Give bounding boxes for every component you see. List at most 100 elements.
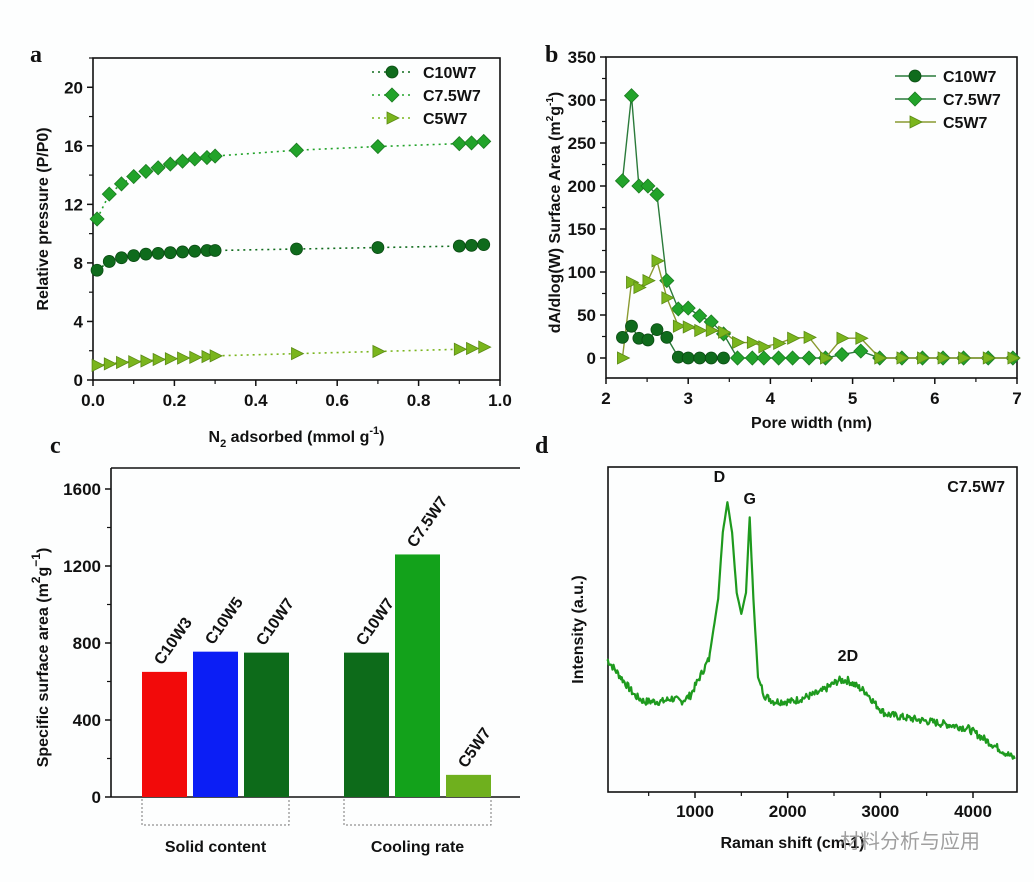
- raman-spectrum-line: [606, 501, 1016, 760]
- data-point-C5W7: [291, 347, 305, 361]
- data-point-C5W7: [164, 352, 179, 366]
- y-tick-label: 0: [92, 788, 101, 807]
- bar-C10W5: [193, 651, 238, 797]
- x-tick-label: 0.6: [325, 391, 349, 410]
- data-point-C5W7: [103, 357, 118, 371]
- x-tick-label: 0.0: [81, 391, 105, 410]
- legend-label: C10W7: [943, 69, 996, 86]
- data-point-C5W7: [982, 351, 997, 365]
- data-point-C7.5W7: [771, 350, 787, 366]
- y-tick-label: 350: [568, 48, 596, 67]
- data-point-C10W7: [704, 351, 718, 365]
- data-point-C7.5W7: [101, 186, 117, 202]
- x-tick-label: 7: [1012, 389, 1021, 408]
- data-point-C10W7: [641, 333, 655, 347]
- y-tick-label: 1600: [63, 480, 101, 499]
- data-point-C7.5W7: [126, 168, 142, 185]
- data-point-C5W7: [705, 323, 720, 338]
- x-tick-label: 1.0: [488, 391, 512, 410]
- data-point-C5W7: [128, 355, 142, 369]
- panel-d-raman-chart: 1000 2000 3000 4000 Raman shift (cm-1) Intens…: [570, 466, 1018, 852]
- data-point-C10W7: [465, 238, 478, 252]
- data-point-C5W7: [1007, 351, 1021, 365]
- sample-label: C7.5W7: [947, 479, 1005, 496]
- peak-label-G: G: [743, 491, 755, 508]
- data-point-C5W7: [617, 351, 631, 365]
- y-tick-label: 200: [568, 177, 596, 196]
- x-tick-label: 4000: [954, 802, 992, 821]
- data-point-C5W7: [732, 335, 746, 350]
- data-point-C10W7: [371, 241, 385, 254]
- x-tick-label: 0.2: [163, 391, 187, 410]
- data-point-C7.5W7: [729, 350, 746, 366]
- data-point-C7.5W7: [692, 308, 708, 324]
- x-tick-label: 6: [930, 389, 939, 408]
- x-tick-label: 3: [683, 389, 692, 408]
- bar-label: C5W7: [455, 725, 494, 771]
- data-point-C5W7: [820, 351, 834, 365]
- bar-label: C10W5: [202, 594, 247, 648]
- data-point-C5W7: [803, 330, 817, 345]
- data-point-C5W7: [152, 352, 167, 367]
- data-point-C10W7: [660, 330, 674, 344]
- data-point-C5W7: [682, 320, 697, 334]
- data-point-C7.5W7: [853, 343, 869, 359]
- data-point-C7.5W7: [623, 88, 640, 104]
- data-point-C5W7: [140, 354, 154, 368]
- data-point-C5W7: [758, 340, 772, 354]
- x-tick-label: 0.8: [407, 391, 431, 410]
- data-point-C7.5W7: [162, 156, 178, 172]
- data-point-C10W7: [693, 351, 707, 365]
- y-tick-label: 8: [74, 254, 83, 273]
- data-point-C7.5W7: [614, 173, 631, 189]
- data-point-C7.5W7: [680, 300, 696, 316]
- data-point-C5W7: [209, 349, 223, 363]
- data-point-C5W7: [937, 351, 951, 365]
- bar-C7.5W7: [395, 554, 440, 797]
- data-point-C7.5W7: [138, 163, 154, 179]
- panel-letter-d: d: [535, 433, 549, 459]
- panel-c-surface-area-bar-chart: 0 400 800 1200 1600 Specific surface area (m2…: [29, 467, 520, 856]
- data-point-C10W7: [139, 247, 153, 261]
- x-tick-label: 3000: [861, 802, 899, 821]
- bar-label: C10W7: [353, 595, 398, 649]
- data-point-C5W7: [855, 331, 869, 345]
- y-tick-label: 300: [568, 91, 596, 110]
- x-axis-label: Raman shift (cm-1): [720, 835, 864, 852]
- data-point-C10W7: [650, 323, 664, 337]
- series-line-C7.5W7: [621, 95, 1013, 359]
- data-point-C10W7: [151, 246, 165, 260]
- data-point-C7.5W7: [785, 350, 801, 366]
- legend-label: C5W7: [423, 111, 468, 128]
- data-point-C5W7: [694, 323, 708, 338]
- bar-C10W3: [142, 671, 187, 797]
- x-tick-label: 2000: [769, 802, 807, 821]
- legend-marker-C10W7: [385, 65, 399, 79]
- legend-label: C7.5W7: [423, 88, 481, 105]
- y-tick-label: 100: [568, 263, 596, 282]
- y-tick-label: 150: [568, 220, 596, 239]
- data-point-C5W7: [773, 336, 787, 351]
- data-point-C5W7: [453, 342, 468, 356]
- group-label: Cooling rate: [371, 839, 464, 856]
- group-bracket: [141, 799, 290, 826]
- data-point-C5W7: [787, 331, 801, 345]
- data-point-C10W7: [616, 330, 629, 344]
- data-point-C10W7: [208, 244, 222, 257]
- y-tick-label: 16: [64, 137, 83, 156]
- y-tick-label: 0: [74, 371, 83, 390]
- data-point-C7.5W7: [288, 142, 305, 158]
- bar-C5W7: [446, 774, 491, 797]
- x-tick-label: 2: [601, 389, 610, 408]
- x-tick-label: 5: [848, 389, 857, 408]
- y-axis-label: Specific surface area (m2g−1): [29, 548, 52, 768]
- group-label: Solid content: [165, 839, 267, 856]
- peak-label-2D: 2D: [838, 648, 858, 665]
- data-point-C7.5W7: [834, 346, 850, 363]
- panel-letter-c: c: [50, 433, 61, 459]
- data-point-C5W7: [372, 344, 386, 359]
- legend-marker-C5W7: [386, 111, 400, 125]
- legend-marker-C7.5W7: [384, 87, 400, 103]
- data-point-C10W7: [163, 246, 177, 260]
- data-point-C10W7: [188, 244, 202, 258]
